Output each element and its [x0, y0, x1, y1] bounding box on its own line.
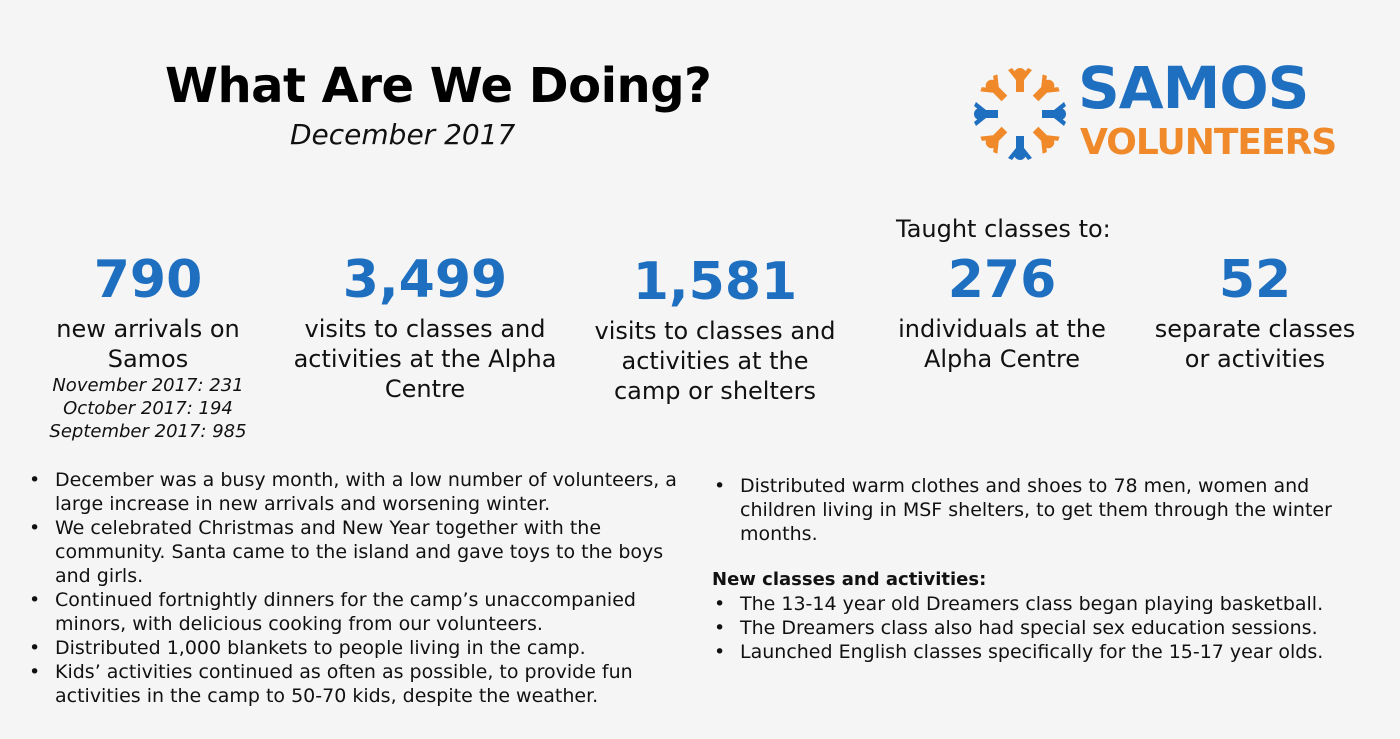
logo-text-volunteers: VOLUNTEERS — [1080, 122, 1337, 163]
new-classes-heading: New classes and activities: — [712, 569, 987, 590]
stat-label: new arrivals on Samos — [56, 315, 240, 373]
stat-notes: November 2017: 231 October 2017: 194 Sep… — [49, 375, 247, 442]
stat-separate-classes: 52 separate classes or activities — [1140, 250, 1370, 374]
people-circle-icon — [974, 68, 1066, 160]
list-item: Distributed warm clothes and shoes to 78… — [712, 474, 1352, 546]
stat-number: 1,581 — [632, 252, 798, 312]
stat-new-arrivals: 790 new arrivals on Samos November 2017:… — [38, 250, 258, 443]
page-title: What Are We Doing? — [165, 58, 712, 114]
list-item: Continued fortnightly dinners for the ca… — [27, 588, 687, 636]
stat-number: 52 — [1218, 250, 1292, 310]
list-item: Kids’ activities continued as often as p… — [27, 660, 687, 708]
stat-label: separate classes or activities — [1154, 315, 1356, 373]
list-item: The 13-14 year old Dreamers class began … — [712, 592, 1372, 616]
stat-number: 790 — [93, 250, 203, 310]
left-bullet-list: December was a busy month, with a low nu… — [27, 468, 687, 708]
stat-label: visits to classes and activities at the … — [594, 317, 836, 405]
list-item: December was a busy month, with a low nu… — [27, 468, 687, 516]
stat-label: individuals at the Alpha Centre — [898, 315, 1106, 373]
taught-heading: Taught classes to: — [896, 215, 1111, 243]
list-item: Distributed 1,000 blankets to people liv… — [27, 636, 687, 660]
stat-individuals: 276 individuals at the Alpha Centre — [882, 250, 1122, 374]
stat-camp-visits: 1,581 visits to classes and activities a… — [590, 252, 840, 406]
page-subtitle: December 2017 — [290, 118, 516, 151]
new-classes-list: The 13-14 year old Dreamers class began … — [712, 592, 1372, 664]
stat-label: visits to classes and activities at the … — [293, 315, 557, 403]
new-classes-section: New classes and activities: The 13-14 ye… — [712, 568, 1372, 664]
stat-number: 3,499 — [342, 250, 508, 310]
list-item: We celebrated Christmas and New Year tog… — [27, 516, 687, 588]
list-item: The Dreamers class also had special sex … — [712, 616, 1372, 640]
samos-volunteers-logo: SAMOS VOLUNTEERS — [966, 54, 1337, 168]
stat-number: 276 — [947, 250, 1057, 310]
right-bullet-list: Distributed warm clothes and shoes to 78… — [712, 474, 1352, 546]
logo-text-samos: SAMOS — [1078, 54, 1309, 122]
stat-alpha-visits: 3,499 visits to classes and activities a… — [284, 250, 566, 404]
list-item: Launched English classes specifically fo… — [712, 640, 1372, 664]
